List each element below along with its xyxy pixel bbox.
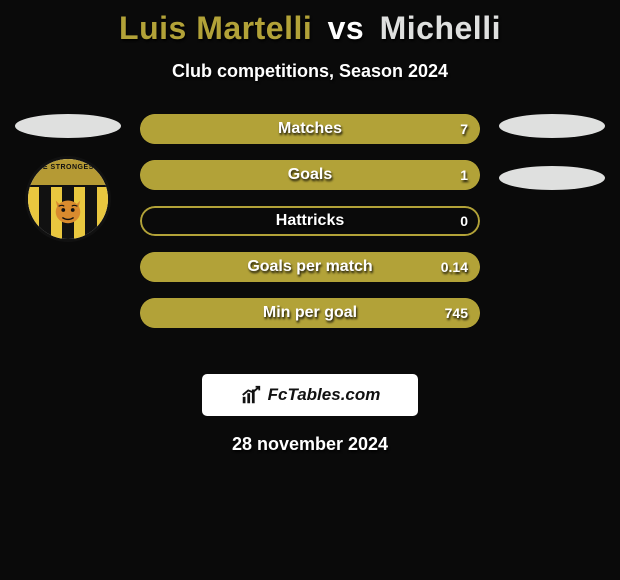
stat-value-right: 745 <box>445 305 468 321</box>
brand-chart-icon <box>240 384 262 406</box>
stat-value-right: 1 <box>460 167 468 183</box>
stat-bars: Matches 7 Goals 1 Hattricks 0 Goals per match 0… <box>140 114 480 344</box>
content-area: HE STRONGEST Matches 7 Goals 1 Hattricks 0 Goa… <box>0 114 620 364</box>
stat-label: Goals <box>288 166 332 184</box>
stat-row: Matches 7 <box>140 114 480 144</box>
title-vs: vs <box>328 10 365 46</box>
player1-club-crest: HE STRONGEST <box>25 156 111 242</box>
subtitle: Club competitions, Season 2024 <box>0 61 620 82</box>
footer-date: 28 november 2024 <box>0 434 620 455</box>
stat-value-right: 7 <box>460 121 468 137</box>
player2-club-placeholder <box>499 166 605 190</box>
stat-label: Matches <box>278 120 342 138</box>
stat-row: Goals per match 0.14 <box>140 252 480 282</box>
stat-row: Hattricks 0 <box>140 206 480 236</box>
page-root: Luis Martelli vs Michelli Club competiti… <box>0 0 620 580</box>
brand-box[interactable]: FcTables.com <box>202 374 418 416</box>
stat-value-right: 0 <box>460 213 468 229</box>
tiger-icon <box>49 193 87 227</box>
title-player1: Luis Martelli <box>119 10 312 46</box>
player2-photo-placeholder <box>499 114 605 138</box>
stat-label: Hattricks <box>276 212 344 230</box>
title-player2: Michelli <box>380 10 501 46</box>
brand-text: FcTables.com <box>268 385 381 405</box>
stat-row: Goals 1 <box>140 160 480 190</box>
stat-value-right: 0.14 <box>441 259 468 275</box>
stat-label: Goals per match <box>247 258 372 276</box>
stat-label: Min per goal <box>263 304 357 322</box>
stat-row: Min per goal 745 <box>140 298 480 328</box>
crest-arc-text: HE STRONGEST <box>28 159 108 187</box>
page-title: Luis Martelli vs Michelli <box>0 0 620 47</box>
player2-column <box>492 114 612 190</box>
player1-photo-placeholder <box>15 114 121 138</box>
player1-column: HE STRONGEST <box>8 114 128 242</box>
